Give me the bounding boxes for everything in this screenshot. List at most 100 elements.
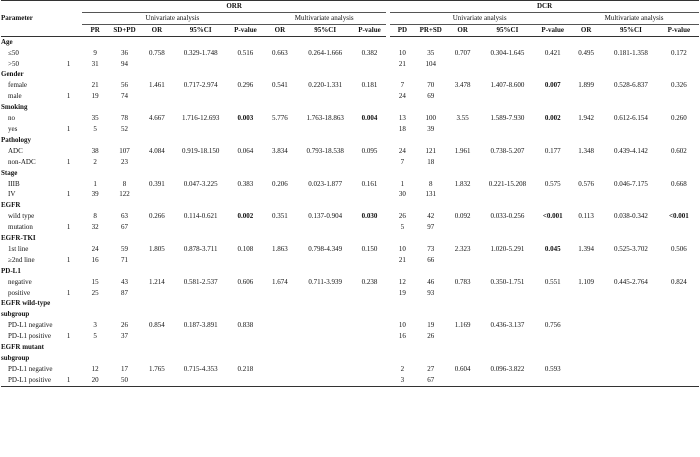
orr-cell [141, 222, 173, 233]
orr-cell: 8 [122, 179, 127, 188]
reference-marker [67, 80, 82, 91]
dcr-cell [447, 157, 479, 168]
empty-cell [479, 102, 537, 113]
orr-cell [228, 59, 262, 70]
empty-cell [82, 342, 108, 353]
orr-cell [228, 91, 262, 102]
empty-cell [141, 233, 173, 244]
table-row: negative 15 43 1.214 0.581-2.537 0.606 1.674 0.… [1, 277, 699, 288]
dcr-cell [603, 91, 659, 102]
orr-cell: 3.834 [272, 146, 288, 155]
empty-cell [569, 266, 603, 277]
dcr-cell: 104 [425, 59, 436, 68]
orr-cell [173, 189, 229, 200]
row-label: PD-L1 negative [8, 364, 53, 373]
orr-cell [140, 374, 173, 387]
table-row: PD-L1 negative 3 26 0.854 0.187-3.891 0.838 10… [1, 320, 699, 331]
row-label: wild type [8, 212, 35, 221]
dcr-cell [479, 255, 537, 266]
empty-cell [415, 266, 447, 277]
empty-cell [353, 233, 386, 244]
dcr-cell: 73 [427, 244, 435, 253]
dcr-cell: 12 [398, 277, 406, 286]
orr-cell: 31 [91, 59, 99, 68]
orr-cell: 0.516 [237, 48, 254, 57]
orr-multivariate-header: Multivariate analysis [262, 12, 386, 25]
orr-cell: 74 [121, 92, 128, 101]
orr-cell: 0.758 [149, 48, 165, 57]
orr-cell [262, 222, 297, 233]
orr-cell [353, 320, 386, 331]
empty-cell [479, 69, 537, 80]
empty-cell [173, 266, 229, 277]
empty-cell [390, 135, 415, 146]
empty-cell [262, 298, 297, 309]
dcr-cell: 0.495 [578, 48, 595, 57]
orr-cell: 0.383 [237, 179, 254, 188]
orr-cell: 38 [91, 146, 99, 155]
row-label: 1st line [8, 244, 29, 253]
empty-cell [569, 353, 603, 364]
dcr-cell [659, 59, 699, 70]
orr-cell: 36 [121, 48, 128, 57]
orr-cell: 0.878-3.711 [183, 244, 218, 253]
empty-cell [173, 309, 229, 320]
reference-marker: 1 [66, 374, 83, 387]
empty-cell [415, 342, 447, 353]
empty-cell [108, 102, 141, 113]
dcr-cell [536, 189, 569, 200]
orr-cell [141, 255, 173, 266]
empty-cell [536, 168, 569, 179]
orr-cell: 1.765 [149, 364, 165, 373]
dcr-cell: 30 [398, 190, 406, 199]
empty-cell [479, 342, 537, 353]
orr-cell: 1.763-18.863 [306, 114, 344, 123]
dcr-cell [659, 157, 699, 168]
orr-cell: 0.798-4.349 [308, 244, 343, 253]
reference-marker: 1 [66, 288, 71, 297]
orr-cell: 21 [91, 81, 99, 90]
empty-cell [659, 342, 699, 353]
orr-cell [353, 288, 386, 299]
empty-cell [228, 298, 262, 309]
dcr-cell: 0.824 [670, 277, 687, 286]
dcr-col-header: 95%CI [603, 24, 659, 37]
empty-cell [173, 36, 229, 47]
orr-cell: 52 [121, 124, 128, 133]
row-label: ≤50 [8, 48, 19, 57]
dcr-cell [536, 157, 569, 168]
section-label: Age [1, 37, 13, 46]
section-row: Gender [1, 69, 699, 80]
empty-cell [603, 200, 659, 211]
orr-cell: 107 [119, 146, 130, 155]
empty-cell [415, 309, 447, 320]
empty-cell [569, 298, 603, 309]
dcr-cell: 67 [414, 374, 447, 387]
empty-cell [569, 69, 603, 80]
empty-cell [228, 135, 262, 146]
table-row: IIIB 1 8 0.391 0.047-3.225 0.383 0.206 0.023-1.… [1, 179, 699, 190]
orr-cell: 8 [93, 212, 97, 221]
orr-cell [353, 124, 386, 135]
dcr-cell [569, 59, 603, 70]
dcr-cell [536, 288, 569, 299]
orr-cell [173, 124, 229, 135]
empty-cell [353, 102, 386, 113]
reference-marker [67, 48, 82, 59]
orr-cell [297, 124, 353, 135]
empty-cell [659, 69, 699, 80]
dcr-cell: 26 [398, 212, 406, 221]
dcr-cell: 0.707 [454, 48, 471, 57]
empty-cell [228, 102, 262, 113]
section-label: EGFR [1, 201, 21, 210]
section-label: subgroup [1, 310, 30, 319]
empty-cell [447, 168, 479, 179]
orr-cell: 15 [91, 277, 99, 286]
orr-cell: 23 [121, 157, 128, 166]
dcr-cell [569, 91, 603, 102]
empty-cell [390, 353, 415, 364]
section-row: Age [1, 36, 699, 47]
orr-cell: 4.084 [149, 146, 165, 155]
row-label: negative [8, 277, 32, 286]
empty-cell [297, 69, 353, 80]
